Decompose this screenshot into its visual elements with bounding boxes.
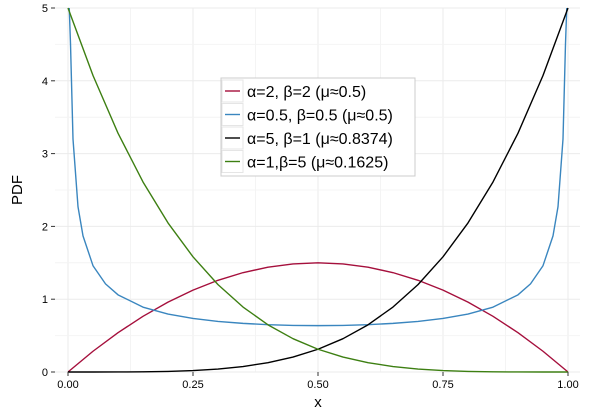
y-tick-label: 4: [42, 76, 48, 88]
y-tick-label: 0: [42, 367, 48, 379]
y-tick-label: 3: [42, 149, 48, 161]
y-axis-ticks: 0 1 2 3 4 5: [42, 3, 55, 379]
series-lines: [67, 7, 569, 373]
x-axis-ticks: 0.00 0.25 0.50 0.75 1.00: [57, 372, 579, 391]
series-line-4: [67, 7, 568, 373]
x-axis-title: x: [314, 394, 322, 411]
y-axis-title: PDF: [9, 175, 26, 205]
x-tick-label: 1.00: [557, 379, 578, 391]
y-tick-label: 1: [42, 294, 48, 306]
legend-label-1: α=2, β=2 (μ≈0.5): [247, 84, 366, 101]
legend-box: [220, 77, 416, 177]
y-tick-label: 5: [42, 3, 48, 15]
legend-label-3: α=5, β=1 (μ≈0.8374): [247, 131, 393, 148]
x-tick-label: 0.75: [432, 379, 453, 391]
x-tick-label: 0.25: [182, 379, 203, 391]
series-line-2: [68, 7, 568, 327]
x-tick-label: 0.50: [307, 379, 328, 391]
legend: α=2, β=2 (μ≈0.5) α=0.5, β=0.5 (μ≈0.5) α=5,…: [220, 77, 416, 177]
legend-label-4: α=1,β=5 (μ≈0.1625): [247, 155, 388, 172]
x-tick-label: 0.00: [57, 379, 78, 391]
legend-label-2: α=0.5, β=0.5 (μ≈0.5): [247, 108, 393, 125]
y-tick-label: 2: [42, 221, 48, 233]
grid: [55, 7, 580, 373]
series-line-1: [67, 262, 569, 373]
